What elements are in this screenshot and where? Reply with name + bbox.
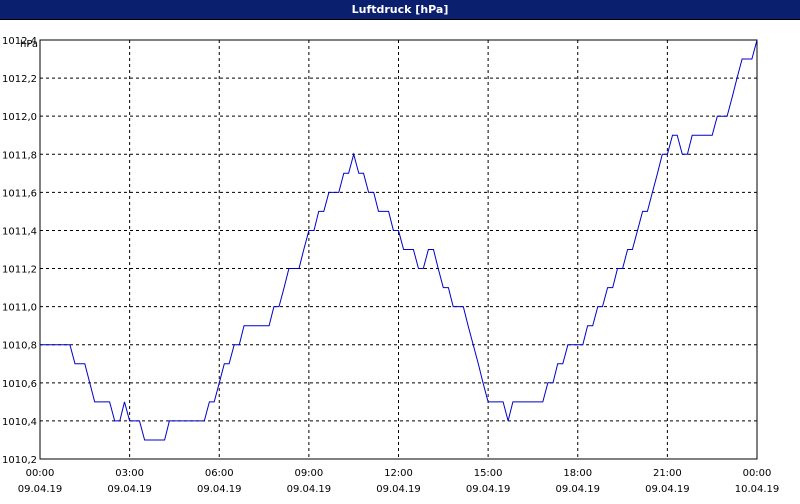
y-tick-label: 1011,6 xyxy=(2,188,37,199)
x-tick-date-label: 09.04.19 xyxy=(107,484,152,495)
x-tick-date-label: 09.04.19 xyxy=(645,484,690,495)
x-tick-time-label: 00:00 xyxy=(26,468,55,479)
y-tick-label: 1011,8 xyxy=(2,150,37,161)
series-line-1 xyxy=(40,39,758,441)
x-tick-time-label: 06:00 xyxy=(205,468,234,479)
x-tick-time-label: 00:00 xyxy=(743,468,772,479)
x-tick-date-label: 09.04.19 xyxy=(466,484,511,495)
y-tick-label: 1012,2 xyxy=(2,74,37,85)
y-tick-label: 1011,2 xyxy=(2,265,37,276)
x-tick-time-label: 09:00 xyxy=(294,468,323,479)
y-axis-unit-label: hPa xyxy=(20,39,38,50)
plot-frame xyxy=(39,39,758,460)
y-tick-label: 1010,4 xyxy=(2,417,37,428)
chart-title: Luftdruck [hPa] xyxy=(351,3,449,16)
x-tick-time-label: 21:00 xyxy=(653,468,682,479)
y-tick-label: 1012,0 xyxy=(2,112,37,123)
x-tick-time-label: 03:00 xyxy=(115,468,144,479)
chart-title-bar: Luftdruck [hPa] xyxy=(0,0,800,20)
x-tick-time-label: 12:00 xyxy=(384,468,413,479)
y-axis-labels: 1010,2 1010,4 1010,6 1010,8 1011,0 1011,2 1011… xyxy=(2,36,37,466)
y-tick-label: 1010,8 xyxy=(2,341,37,352)
x-tick-date-label: 09.04.19 xyxy=(376,484,421,495)
x-tick-date-label: 10.04.19 xyxy=(735,484,780,495)
y-tick-label: 1011,0 xyxy=(2,303,37,314)
y-tick-label: 1010,6 xyxy=(2,379,37,390)
y-tick-label: 1011,4 xyxy=(2,226,37,237)
chart-area: 1010,2 1010,4 1010,6 1010,8 1011,0 1011,2 1011… xyxy=(0,20,800,500)
x-tick-date-label: 09.04.19 xyxy=(197,484,242,495)
x-tick-time-label: 18:00 xyxy=(563,468,592,479)
series-layer xyxy=(40,39,758,441)
x-tick-date-label: 09.04.19 xyxy=(555,484,600,495)
x-axis-labels: 00:00 09.04.19 03:00 09.04.19 06:00 09.04.19 0… xyxy=(18,468,780,495)
x-tick-date-label: 09.04.19 xyxy=(18,484,63,495)
line-chart: 1010,2 1010,4 1010,6 1010,8 1011,0 1011,2 1011… xyxy=(2,36,780,495)
y-tick-label: 1012,4 xyxy=(2,36,37,47)
x-tick-date-label: 09.04.19 xyxy=(287,484,332,495)
y-tick-label: 1010,2 xyxy=(2,455,37,466)
x-tick-time-label: 15:00 xyxy=(474,468,503,479)
grid-lines xyxy=(40,39,757,459)
